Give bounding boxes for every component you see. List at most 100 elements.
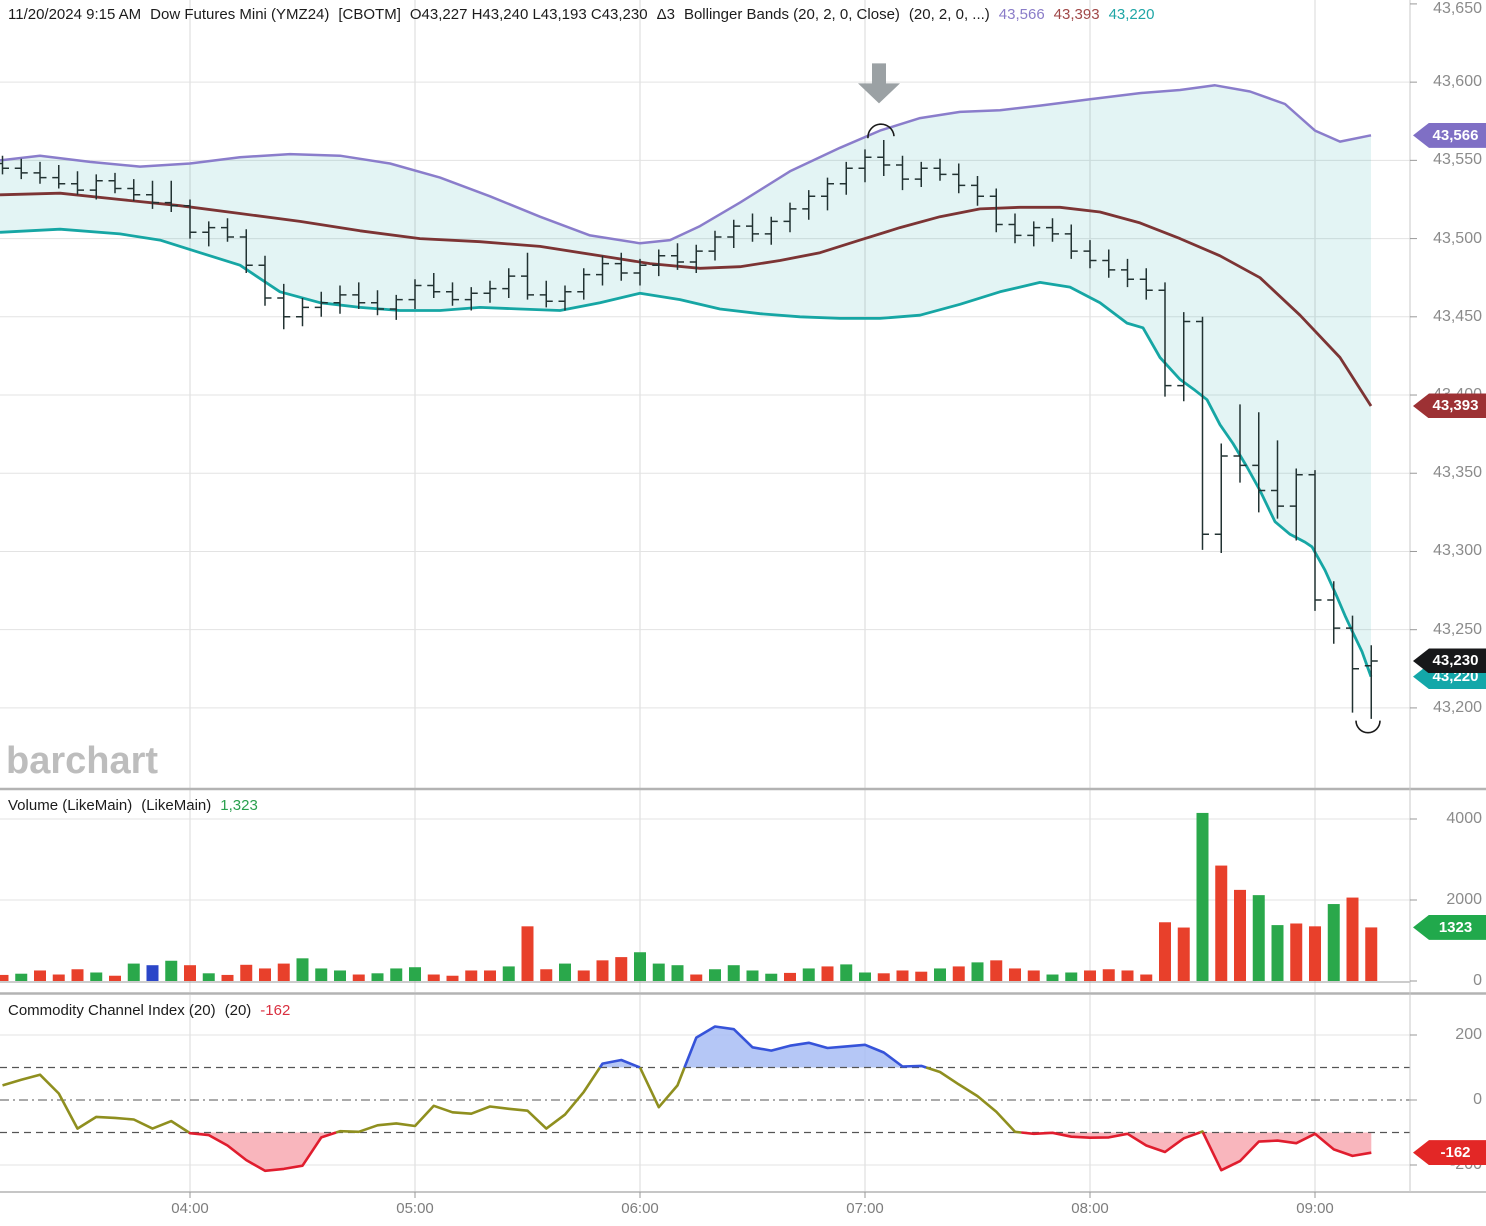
volume-bar <box>540 969 553 981</box>
bb-lower-value: 43,220 <box>1108 6 1155 23</box>
ohlc-bar <box>877 140 891 176</box>
bollinger-upper-line <box>0 84 1372 245</box>
volume-bar <box>1140 974 1153 981</box>
ohlc-bar <box>427 273 441 298</box>
arc-bottom-annotation <box>1355 720 1381 734</box>
ohlc-bar <box>577 268 591 300</box>
volume-param: (LikeMain) <box>141 797 212 814</box>
cci-axis-label: 200 <box>1455 1026 1482 1043</box>
header-exchange: [CBOTM] <box>338 6 401 23</box>
volume-bar <box>71 969 84 981</box>
ohlc-bar <box>708 230 722 261</box>
ohlc-bar <box>314 291 328 317</box>
bb-middle-value: 43,393 <box>1053 6 1100 23</box>
volume-bar <box>1084 970 1096 981</box>
volume-bar <box>615 957 628 981</box>
volume-bar <box>634 952 646 981</box>
ohlc-bar <box>371 290 384 316</box>
volume-bar <box>1215 865 1228 981</box>
cci-line-segment <box>638 1066 686 1109</box>
volume-bar <box>971 962 984 981</box>
volume-title: Volume (LikeMain) <box>8 797 133 814</box>
ohlc-bar <box>914 161 928 187</box>
volume-bar <box>840 964 853 981</box>
ohlc-bar <box>1139 268 1153 300</box>
volume-bar <box>90 972 103 981</box>
volume-bar <box>652 963 665 981</box>
annotations <box>858 63 1381 734</box>
header-study: Bollinger Bands (20, 2, 0, Close) <box>683 6 900 23</box>
ohlc-bar <box>521 252 534 300</box>
volume-bar <box>990 960 1003 981</box>
ohlc-bar <box>821 177 834 211</box>
ohlc-bar <box>258 255 272 306</box>
volume-bar <box>859 972 871 981</box>
volume-bar <box>277 963 290 981</box>
ohlc-bar <box>296 298 309 327</box>
ohlc-bar <box>1064 224 1078 259</box>
volume-bar <box>1309 926 1321 981</box>
ohlc-bar <box>352 282 366 309</box>
ohlc-bar <box>1196 316 1209 550</box>
volume-bar <box>709 969 721 981</box>
time-axis-label: 04:00 <box>171 1200 209 1217</box>
cci-line-segment <box>1201 1131 1372 1172</box>
cci-line-segment <box>598 1058 641 1069</box>
price-axis-label: 43,550 <box>1433 151 1482 169</box>
ohlc-bar <box>1102 249 1116 278</box>
volume-bar <box>127 963 140 981</box>
volume-bar <box>559 963 571 981</box>
price-axis-label: 43,500 <box>1433 229 1482 247</box>
last-price-badge: 43,230 <box>1413 648 1486 674</box>
volume-bar <box>690 974 703 981</box>
ohlc-bar <box>839 161 853 195</box>
bb-upper-badge: 43,566 <box>1413 122 1486 148</box>
volume-bar <box>1027 970 1040 981</box>
ohlc-bar <box>783 202 797 233</box>
cci-line-segment <box>335 1066 601 1134</box>
ohlc-bar <box>1158 282 1172 397</box>
volume-bar <box>202 973 215 981</box>
ohlc-bar <box>764 216 778 245</box>
ohlc-bar <box>0 155 9 175</box>
header-ohlc: O43,227 H43,240 L43,193 C43,230 <box>409 6 648 23</box>
price-axis-label: 43,300 <box>1433 542 1482 560</box>
volume-bar <box>1327 904 1340 981</box>
volume-bar <box>409 967 421 981</box>
bollinger-lower-line <box>0 227 1373 678</box>
volume-bar <box>877 973 890 981</box>
cci-line-segment <box>1021 1131 1201 1154</box>
ohlc-bar <box>146 180 159 209</box>
price-bars <box>0 140 1378 719</box>
ohlc-bar <box>183 199 197 239</box>
ohlc-bar <box>989 188 1003 233</box>
volume-bar <box>1159 922 1171 981</box>
ohlc-bar <box>671 243 684 270</box>
volume-bar <box>1252 895 1265 981</box>
ohlc-bar <box>1083 240 1097 269</box>
ohlc-bar <box>89 174 103 200</box>
ohlc-bar <box>952 163 966 194</box>
ohlc-bar <box>1346 615 1359 713</box>
ohlc-bar <box>483 280 497 303</box>
volume-bar <box>109 975 121 981</box>
volume-bar <box>521 926 534 981</box>
ohlc-bar <box>933 158 947 181</box>
ohlc-bar <box>1214 443 1228 553</box>
ohlc-bar <box>1252 412 1266 513</box>
ohlc-bar <box>33 161 47 184</box>
volume-bar <box>1177 927 1190 981</box>
down-arrow-icon <box>858 63 900 104</box>
volume-bar <box>484 970 496 981</box>
volume-bar <box>765 973 778 981</box>
ohlc-bar <box>1027 221 1041 247</box>
time-axis-label: 05:00 <box>396 1200 434 1217</box>
volume-bar <box>1290 923 1303 981</box>
volume-bar <box>0 974 9 981</box>
ohlc-bar <box>539 280 553 308</box>
price-axis-label: 43,450 <box>1433 307 1482 325</box>
volume-axis-label: 4000 <box>1446 810 1482 827</box>
arc-top-annotation <box>867 123 895 139</box>
